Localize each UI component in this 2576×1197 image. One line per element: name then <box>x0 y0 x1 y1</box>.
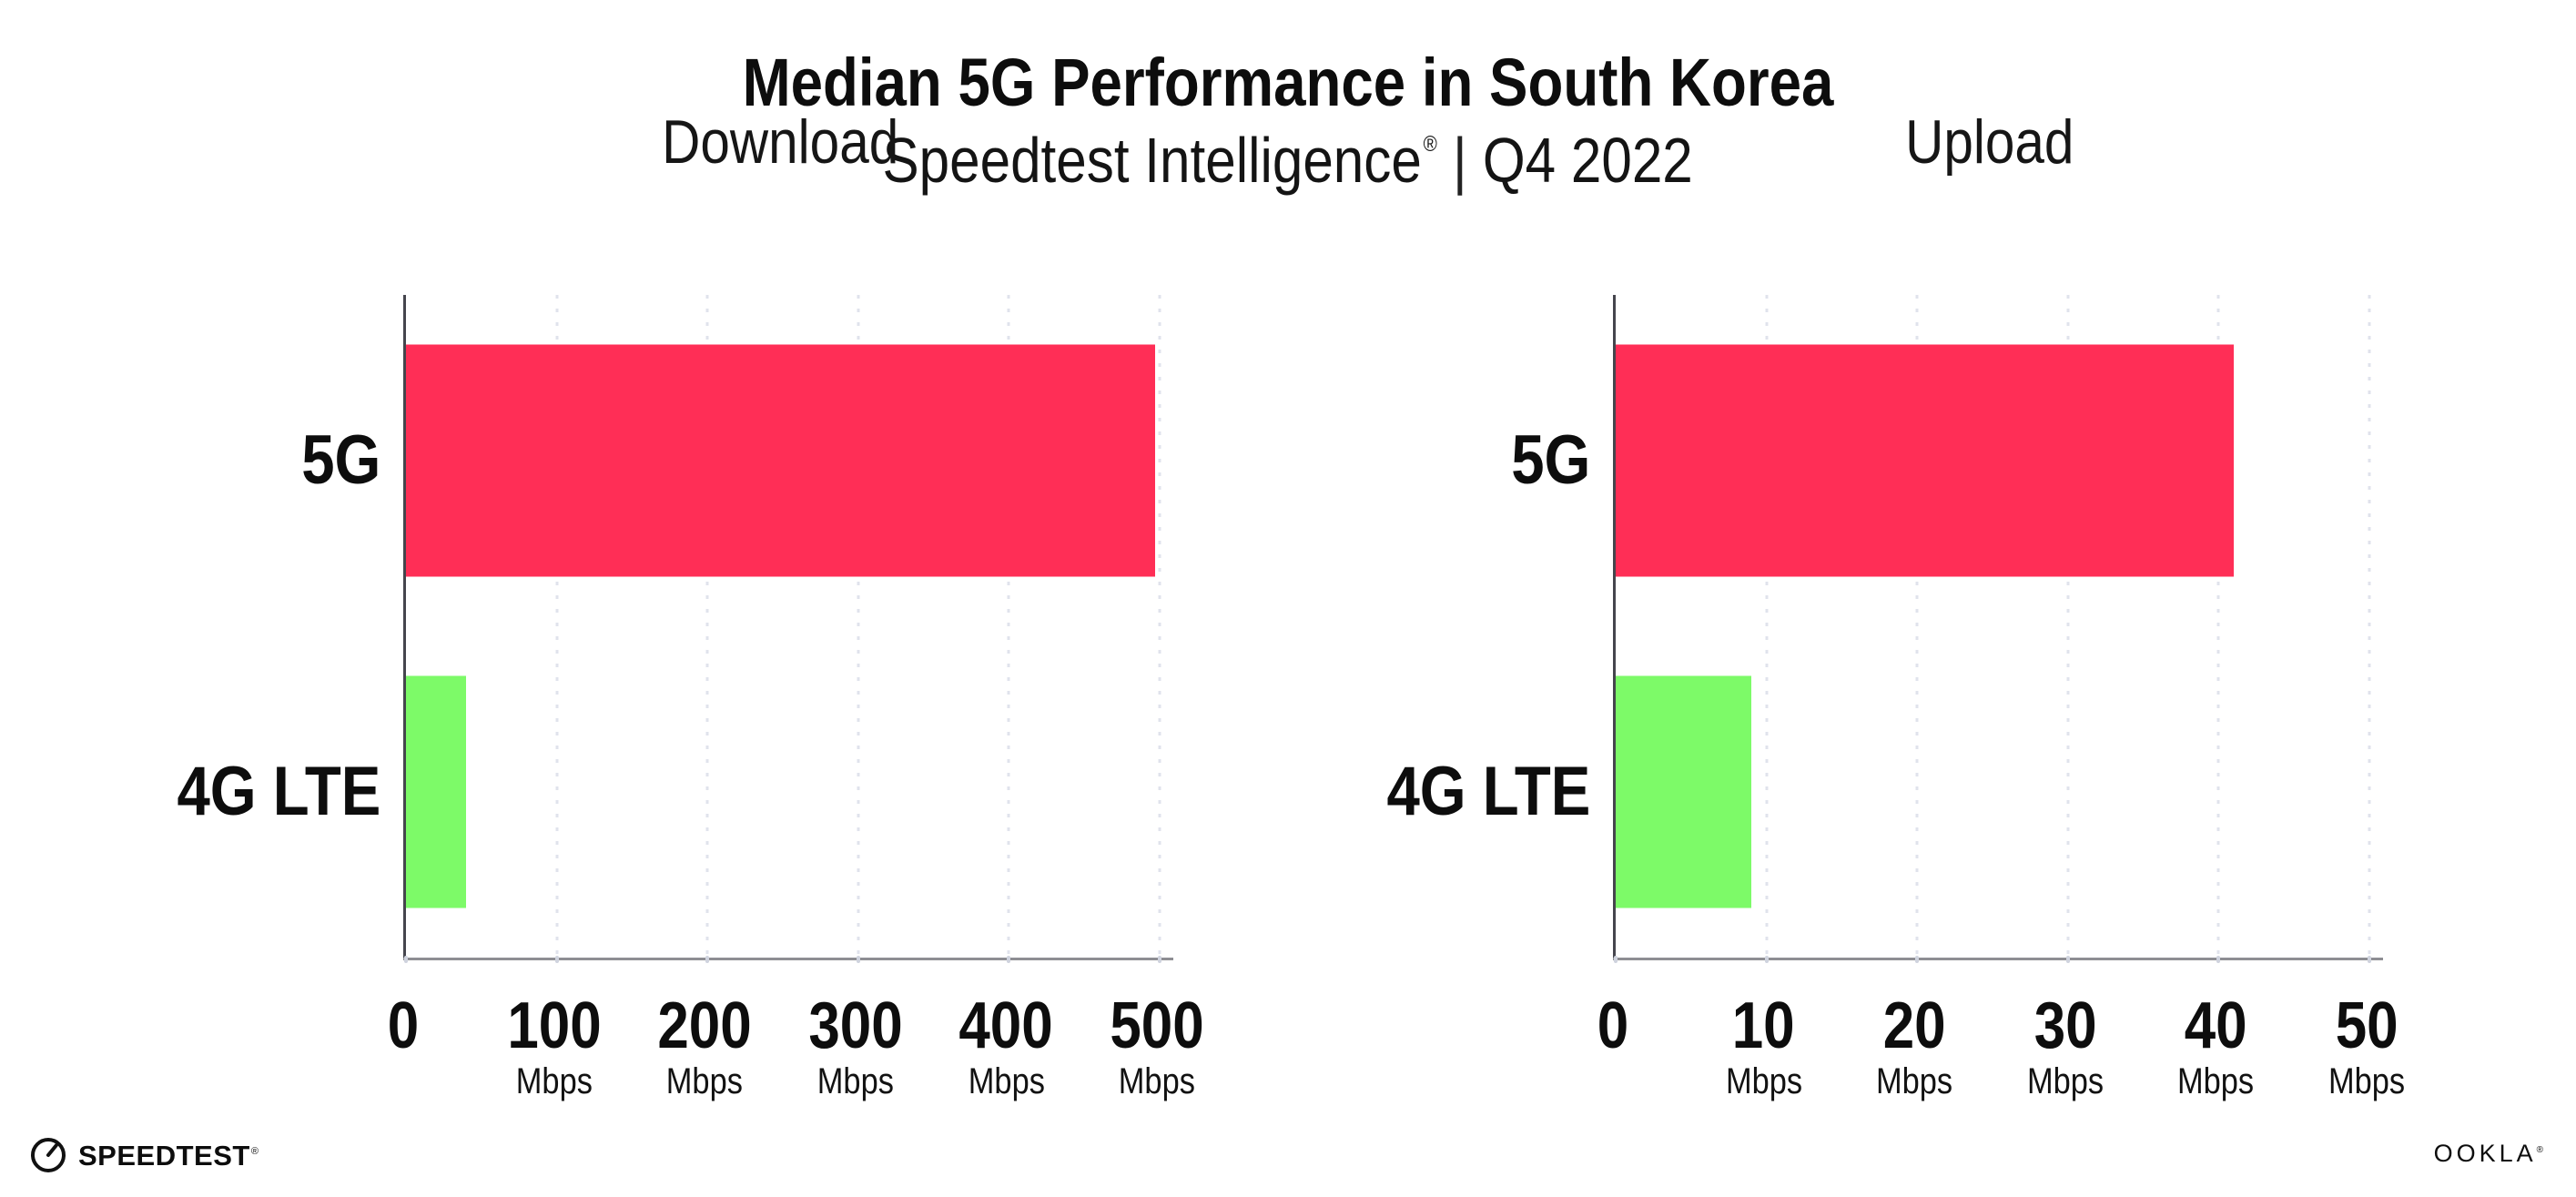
speedtest-gauge-icon <box>27 1133 69 1180</box>
download-x-axis-ticks: 0 100 Mbps 200 Mbps 300 Mbps 400 Mbps 500 Mbps <box>388 989 1204 1120</box>
x-tick-mark <box>1007 956 1011 963</box>
x-tick-label: 50 Mbps <box>2328 989 2406 1101</box>
x-tick-label: 30 Mbps <box>2026 989 2104 1101</box>
gridline <box>857 295 860 958</box>
download-chart-title: Download <box>403 107 1157 177</box>
x-tick-label: 20 Mbps <box>1876 989 1953 1101</box>
bar-row <box>1616 626 2369 958</box>
upload-chart: Upload 5G 4G LTE 0 10 Mbps 20 Mbps 30 Mbps 40 Mbp… <box>1386 0 2405 1197</box>
x-axis-line <box>403 958 1173 960</box>
x-tick-mark <box>2368 956 2371 963</box>
x-tick-mark <box>705 956 710 963</box>
gridline <box>1158 295 1161 958</box>
gridline <box>705 295 709 958</box>
bar-5g <box>1616 344 2234 577</box>
gridline <box>555 295 559 958</box>
gridline <box>1765 295 1769 958</box>
bar-row <box>1616 295 2369 626</box>
x-tick-label: 40 Mbps <box>2177 989 2255 1101</box>
download-chart: Download 5G 4G LTE 0 100 Mbps 200 Mbps 300 Mbps… <box>177 0 1204 1197</box>
x-tick-mark <box>2216 956 2221 963</box>
speedtest-wordmark: SPEEDTEST® <box>78 1140 259 1172</box>
x-tick-mark <box>554 956 559 963</box>
upload-chart-title: Upload <box>1613 107 2367 177</box>
bar-4g-lte <box>1616 675 1752 908</box>
ookla-logo: OOKLA® <box>2434 1140 2543 1168</box>
upload-plot-area: 5G 4G LTE <box>1386 295 2383 963</box>
page-subtitle-text: Speedtest Intelligence® | Q4 2022 <box>883 124 1693 212</box>
category-label-5g: 5G <box>1510 421 1590 499</box>
x-tick-label: 400 Mbps <box>958 989 1054 1101</box>
bar-row <box>406 295 1160 626</box>
x-tick-mark <box>1614 956 1618 963</box>
x-tick-label: 300 Mbps <box>808 989 903 1101</box>
x-tick-label: 10 Mbps <box>1725 989 1802 1101</box>
x-tick-mark <box>404 956 408 963</box>
gridline <box>2216 295 2220 958</box>
bar-4g-lte <box>406 675 467 908</box>
category-label-5g: 5G <box>300 421 380 499</box>
upload-x-axis-ticks: 0 10 Mbps 20 Mbps 30 Mbps 40 Mbps 50 Mbps <box>1597 989 2405 1120</box>
x-tick-label: 100 Mbps <box>506 989 602 1101</box>
subtitle-period: Q4 2022 <box>1483 125 1694 197</box>
registered-mark-icon: ® <box>250 1146 259 1157</box>
download-chart-title-text: Download <box>661 107 899 177</box>
x-tick-mark <box>856 956 860 963</box>
download-plot-area: 5G 4G LTE <box>177 295 1173 963</box>
subtitle-brand: Speedtest Intelligence <box>882 125 1423 197</box>
speedtest-wordmark-text: SPEEDTEST <box>78 1140 250 1172</box>
x-tick-mark <box>2065 956 2070 963</box>
registered-mark-icon: ® <box>1423 132 1438 157</box>
category-label-4g-lte: 4G LTE <box>1386 753 1590 830</box>
page-subtitle: Speedtest Intelligence® | Q4 2022 <box>0 124 2576 212</box>
x-tick-label: 0 <box>1597 989 1629 1062</box>
speedtest-logo: SPEEDTEST® <box>27 1132 259 1180</box>
x-tick-mark <box>1764 956 1769 963</box>
page-title: Median 5G Performance in South Korea <box>0 44 2576 120</box>
category-label-4g-lte: 4G LTE <box>177 753 380 830</box>
x-axis-line <box>1613 958 2383 960</box>
subtitle-separator: | <box>1453 125 1467 197</box>
gridline <box>1007 295 1010 958</box>
x-tick-label: 200 Mbps <box>657 989 752 1101</box>
x-tick-label: 0 <box>387 989 420 1062</box>
bar-row <box>406 626 1160 958</box>
gridline <box>2368 295 2371 958</box>
x-tick-mark <box>1915 956 1920 963</box>
bar-5g <box>406 344 1156 577</box>
x-tick-label: 500 Mbps <box>1110 989 1204 1101</box>
gridline <box>1915 295 1919 958</box>
page-title-text: Median 5G Performance in South Korea <box>742 44 1834 120</box>
gridline <box>2066 295 2070 958</box>
ookla-wordmark-text: OOKLA <box>2433 1140 2537 1167</box>
upload-chart-title-text: Upload <box>1905 107 2074 177</box>
x-tick-mark <box>1158 956 1161 963</box>
registered-mark-icon: ® <box>2536 1145 2543 1155</box>
